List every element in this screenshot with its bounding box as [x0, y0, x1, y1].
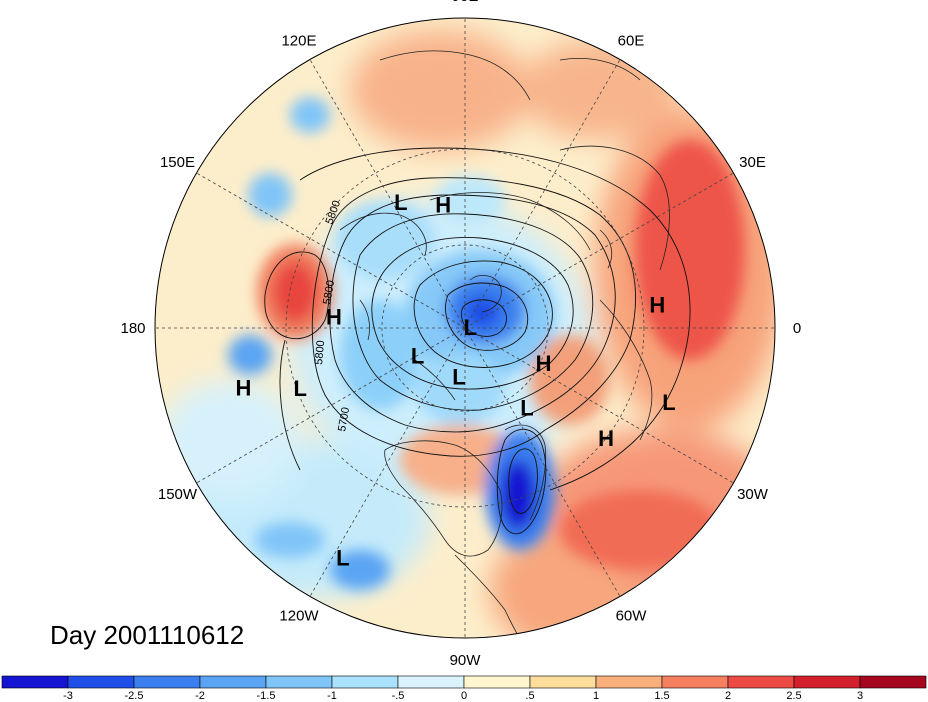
colorbar-swatch	[199, 675, 267, 689]
longitude-labels: 90E 60E 30E 0 30W 60W 90W 120W 150W 180 150E 120E	[120, 0, 801, 669]
meridian-line	[464, 172, 734, 329]
colorbar-tick-label: -3	[63, 690, 73, 702]
high-pressure-marker: H	[649, 292, 665, 317]
longitude-label: 60E	[618, 32, 645, 49]
low-pressure-marker: L	[411, 343, 424, 368]
meridian-line	[196, 327, 466, 484]
longitude-label: 150E	[160, 154, 195, 171]
graticule	[155, 18, 775, 638]
latitude-circle	[285, 148, 645, 508]
colorbar-swatch	[67, 675, 135, 689]
longitude-label: 120E	[281, 32, 316, 49]
day-title: Day 2001110612	[50, 620, 245, 650]
high-pressure-marker: H	[435, 193, 451, 218]
high-pressure-marker: H	[536, 351, 552, 376]
contour-label: 5700	[336, 406, 352, 432]
low-pressure-marker: L	[394, 190, 407, 215]
latitude-circle	[381, 244, 549, 412]
colorbar-swatch	[265, 675, 333, 689]
colorbar-tick-label: 2	[725, 690, 731, 702]
longitude-label: 180	[120, 320, 145, 337]
longitude-label: 60W	[616, 608, 648, 625]
colorbar-swatch	[727, 675, 795, 689]
colorbar: -3 -2.5 -2 -1.5 -1 -.5 0 .5 1 1.5 2 2.5 3	[1, 675, 927, 702]
colorbar-tick-label: -.5	[392, 690, 405, 702]
colorbar-swatch	[397, 675, 465, 689]
meridian-line	[196, 172, 466, 329]
colorbar-swatch	[463, 675, 531, 689]
low-pressure-marker: L	[336, 546, 349, 571]
colorbar-swatch	[331, 675, 399, 689]
colorbar-tick-label: 3	[857, 690, 863, 702]
low-pressure-marker: L	[520, 395, 533, 420]
contour-label: 5800	[321, 279, 337, 305]
colorbar-swatch	[595, 675, 663, 689]
low-pressure-marker: L	[293, 376, 306, 401]
colorbar-swatch	[793, 675, 861, 689]
colorbar-tick-label: 1	[593, 690, 599, 702]
meridian-line	[464, 59, 621, 329]
meridian-line	[309, 327, 466, 597]
colorbar-tick-label: -2.5	[125, 690, 144, 702]
coastlines	[339, 50, 670, 638]
high-pressure-marker: H	[235, 375, 251, 400]
high-pressure-marker: H	[326, 305, 342, 330]
colorbar-swatch	[529, 675, 597, 689]
longitude-label: 150W	[158, 486, 198, 503]
low-pressure-marker: L	[452, 365, 465, 390]
colorbar-swatch	[133, 675, 201, 689]
map-border	[154, 17, 776, 639]
longitude-label: 0	[793, 320, 801, 337]
longitude-label: 30E	[739, 154, 766, 171]
colorbar-tick-label: .5	[525, 690, 534, 702]
colorbar-tick-label: -2	[195, 690, 205, 702]
contour-label: 5800	[313, 340, 327, 365]
colorbar-tick-label: -1.5	[257, 690, 276, 702]
colorbar-swatch	[1, 675, 69, 689]
high-pressure-marker: H	[598, 426, 614, 451]
meridian-line	[309, 59, 466, 329]
colorbar-tick-label: 0	[461, 690, 467, 702]
colorbar-swatch	[859, 675, 927, 689]
longitude-label: 120W	[279, 608, 319, 625]
longitude-label: 90W	[450, 652, 482, 669]
colorbar-tick-label: 1.5	[654, 690, 669, 702]
colorbar-swatch	[661, 675, 729, 689]
longitude-label: 90E	[452, 0, 479, 5]
low-pressure-marker: L	[464, 315, 477, 340]
low-pressure-marker: L	[662, 390, 675, 415]
colorbar-tick-label: 2.5	[786, 690, 801, 702]
colorbar-tick-label: -1	[327, 690, 337, 702]
meridian-line	[464, 327, 734, 484]
meridian-line	[464, 327, 621, 597]
longitude-label: 30W	[737, 486, 769, 503]
